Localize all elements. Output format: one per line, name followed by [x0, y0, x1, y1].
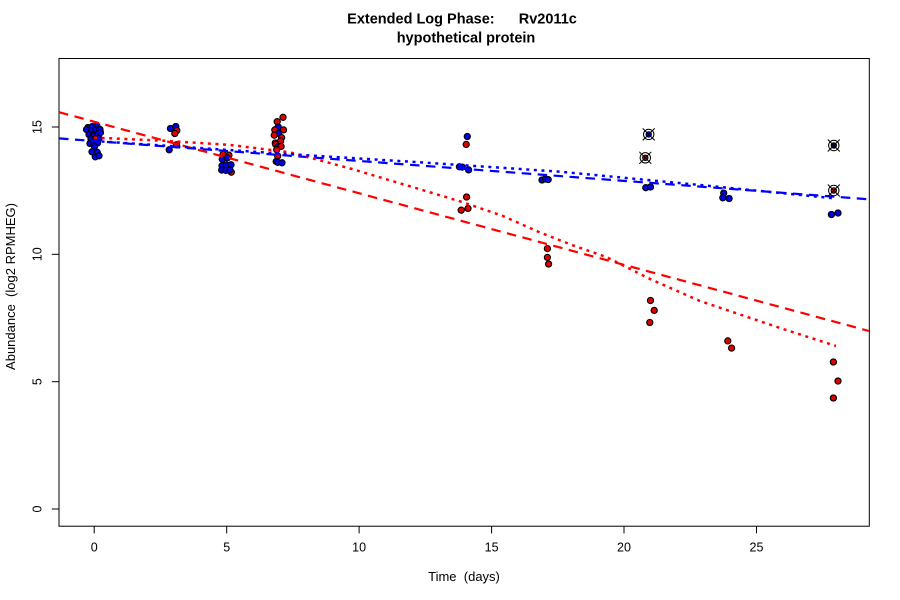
svg-text:hypothetical protein: hypothetical protein [397, 31, 536, 47]
svg-text:10: 10 [352, 541, 366, 555]
svg-text:15: 15 [31, 120, 45, 134]
svg-text:15: 15 [485, 541, 499, 555]
svg-text:25: 25 [750, 541, 764, 555]
svg-text:0: 0 [91, 541, 98, 555]
svg-text:5: 5 [31, 378, 45, 385]
svg-text:Extended Log Phase: Rv201: Extended Log Phase: Rv2011c [347, 12, 577, 28]
svg-text:0: 0 [31, 505, 45, 512]
svg-text:20: 20 [617, 541, 631, 555]
svg-text:Time (days): Time (days) [428, 569, 500, 584]
svg-text:10: 10 [31, 247, 45, 261]
svg-text:Abundance (log2 RPMHEG): Abundance (log2 RPMHEG) [3, 203, 18, 370]
svg-text:5: 5 [223, 541, 230, 555]
